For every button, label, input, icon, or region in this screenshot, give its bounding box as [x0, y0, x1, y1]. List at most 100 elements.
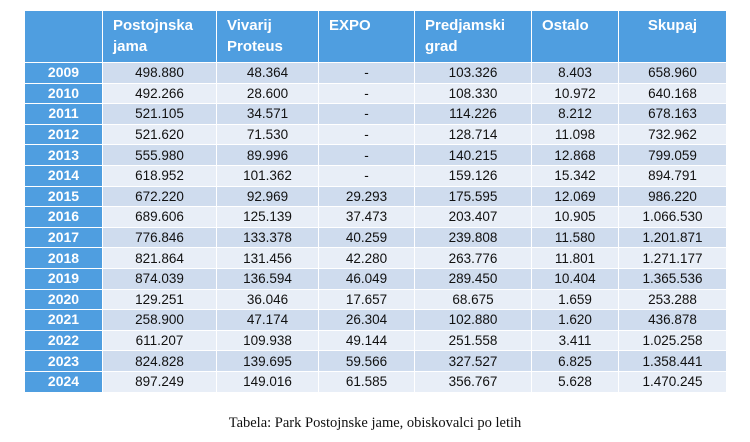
table-row: 2020 129.251 36.046 17.657 68.675 1.659 253.28… — [24, 288, 727, 311]
header-postojnska-jama: Postojnska jama — [102, 10, 217, 63]
cell-year: 2022 — [24, 329, 103, 352]
cell-expo: 59.566 — [318, 350, 415, 372]
cell-expo: 29.293 — [318, 185, 415, 208]
cell-postojnska-jama: 129.251 — [102, 288, 217, 311]
cell-ostalo: 11.801 — [531, 247, 619, 269]
cell-predjamski-grad: 263.776 — [414, 247, 532, 269]
cell-expo: - — [318, 82, 415, 105]
table-row: 2014 618.952 101.362-159.126 15.342 894.791 — [24, 164, 727, 187]
cell-expo: - — [318, 123, 415, 146]
table-row: 2023 824.828 139.695 59.566 327.527 6.825 1.35… — [24, 350, 727, 372]
cell-predjamski-grad: 108.330 — [414, 82, 532, 105]
table-caption: Tabela: Park Postojnske jame, obiskovalc… — [228, 415, 522, 431]
cell-vivarij-proteus: 71.530 — [216, 123, 319, 146]
cell-skupaj: 1.365.536 — [618, 267, 727, 290]
cell-expo: 37.473 — [318, 206, 415, 228]
cell-year: 2024 — [24, 370, 103, 393]
cell-postojnska-jama: 258.900 — [102, 309, 217, 331]
cell-year: 2023 — [24, 350, 103, 372]
cell-year: 2014 — [24, 164, 103, 187]
cell-vivarij-proteus: 133.378 — [216, 226, 319, 249]
table-row: 2016 689.606 125.139 37.473 203.407 10.905 1.0… — [24, 206, 727, 228]
cell-ostalo: 1.620 — [531, 309, 619, 331]
header-skupaj: Skupaj — [618, 10, 727, 63]
table-row: 2010 492.266 28.600-108.330 10.972 640.168 — [24, 82, 727, 105]
cell-year: 2011 — [24, 103, 103, 125]
cell-predjamski-grad: 175.595 — [414, 185, 532, 208]
cell-expo: - — [318, 164, 415, 187]
cell-postojnska-jama: 611.207 — [102, 329, 217, 352]
cell-ostalo: 1.659 — [531, 288, 619, 311]
cell-year: 2012 — [24, 123, 103, 146]
table-row: 2017 776.846 133.378 40.259 239.808 11.580 1.2… — [24, 226, 727, 249]
cell-vivarij-proteus: 89.996 — [216, 144, 319, 166]
cell-ostalo: 5.628 — [531, 370, 619, 393]
cell-skupaj: 678.163 — [618, 103, 727, 125]
visitors-table: Postojnska jama Vivarij Proteus EXPO Pre… — [24, 10, 727, 393]
cell-vivarij-proteus: 47.174 — [216, 309, 319, 331]
cell-skupaj: 986.220 — [618, 185, 727, 208]
header-predjamski-grad: Predjamski grad — [414, 10, 532, 63]
cell-postojnska-jama: 492.266 — [102, 82, 217, 105]
cell-year: 2020 — [24, 288, 103, 311]
cell-postojnska-jama: 672.220 — [102, 185, 217, 208]
table-row: 2011 521.105 34.571-114.226 8.212 678.163 — [24, 103, 727, 125]
cell-postojnska-jama: 897.249 — [102, 370, 217, 393]
cell-ostalo: 11.580 — [531, 226, 619, 249]
cell-predjamski-grad: 159.126 — [414, 164, 532, 187]
cell-ostalo: 11.098 — [531, 123, 619, 146]
cell-predjamski-grad: 356.767 — [414, 370, 532, 393]
cell-vivarij-proteus: 136.594 — [216, 267, 319, 290]
cell-skupaj: 1.271.177 — [618, 247, 727, 269]
cell-expo: - — [318, 103, 415, 125]
cell-vivarij-proteus: 131.456 — [216, 247, 319, 269]
cell-ostalo: 10.972 — [531, 82, 619, 105]
cell-ostalo: 8.403 — [531, 62, 619, 84]
cell-postojnska-jama: 821.864 — [102, 247, 217, 269]
cell-vivarij-proteus: 48.364 — [216, 62, 319, 84]
cell-vivarij-proteus: 92.969 — [216, 185, 319, 208]
cell-postojnska-jama: 776.846 — [102, 226, 217, 249]
cell-skupaj: 732.962 — [618, 123, 727, 146]
cell-postojnska-jama: 874.039 — [102, 267, 217, 290]
table-row: 2012 521.620 71.530-128.714 11.098 732.962 — [24, 123, 727, 146]
cell-year: 2016 — [24, 206, 103, 228]
cell-postojnska-jama: 618.952 — [102, 164, 217, 187]
cell-expo: 61.585 — [318, 370, 415, 393]
cell-postojnska-jama: 521.620 — [102, 123, 217, 146]
cell-year: 2017 — [24, 226, 103, 249]
cell-postojnska-jama: 555.980 — [102, 144, 217, 166]
table-row: 2019 874.039 136.594 46.049 289.450 10.404 1.3… — [24, 267, 727, 290]
cell-year: 2015 — [24, 185, 103, 208]
table-row: 2021 258.900 47.174 26.304 102.880 1.620 436.8… — [24, 309, 727, 331]
cell-year: 2013 — [24, 144, 103, 166]
cell-ostalo: 8.212 — [531, 103, 619, 125]
cell-ostalo: 15.342 — [531, 164, 619, 187]
cell-year: 2018 — [24, 247, 103, 269]
cell-vivarij-proteus: 36.046 — [216, 288, 319, 311]
cell-expo: 26.304 — [318, 309, 415, 331]
cell-year: 2010 — [24, 82, 103, 105]
table-header-row: Postojnska jama Vivarij Proteus EXPO Pre… — [24, 10, 727, 63]
cell-ostalo: 12.868 — [531, 144, 619, 166]
cell-predjamski-grad: 251.558 — [414, 329, 532, 352]
cell-skupaj: 640.168 — [618, 82, 727, 105]
header-expo: EXPO — [318, 10, 415, 63]
cell-predjamski-grad: 114.226 — [414, 103, 532, 125]
cell-predjamski-grad: 239.808 — [414, 226, 532, 249]
cell-expo: 49.144 — [318, 329, 415, 352]
cell-vivarij-proteus: 149.016 — [216, 370, 319, 393]
cell-predjamski-grad: 140.215 — [414, 144, 532, 166]
cell-ostalo: 12.069 — [531, 185, 619, 208]
cell-expo: 46.049 — [318, 267, 415, 290]
cell-vivarij-proteus: 139.695 — [216, 350, 319, 372]
table-body: 2009 498.880 48.364-103.326 8.403 658.960 201… — [24, 62, 727, 393]
cell-predjamski-grad: 103.326 — [414, 62, 532, 84]
cell-ostalo: 3.411 — [531, 329, 619, 352]
cell-year: 2009 — [24, 62, 103, 84]
cell-expo: - — [318, 62, 415, 84]
table-row: 2015 672.220 92.969 29.293 175.595 12.069 986.… — [24, 185, 727, 208]
cell-postojnska-jama: 689.606 — [102, 206, 217, 228]
cell-expo: 40.259 — [318, 226, 415, 249]
